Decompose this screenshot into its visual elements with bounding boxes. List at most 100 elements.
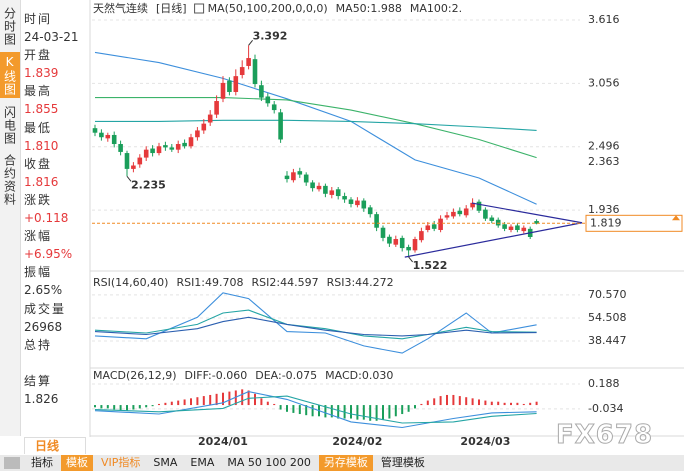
side-tabs: 分时图 K线图闪电图合约资料 xyxy=(0,0,21,436)
candle-body xyxy=(278,112,283,140)
side-tab[interactable]: 闪电图 xyxy=(2,105,17,145)
macd-bar xyxy=(350,405,352,419)
info-label: 总持 xyxy=(24,337,53,352)
macd-bar xyxy=(324,405,327,418)
macd-bar xyxy=(260,398,263,406)
candle-body xyxy=(195,130,200,138)
candle-body xyxy=(419,231,424,241)
toolbar-button[interactable]: EMA xyxy=(190,456,215,469)
candle-body xyxy=(508,226,514,230)
macd-bar xyxy=(522,403,525,406)
macd-bar xyxy=(516,402,519,406)
candle-body xyxy=(489,217,495,221)
candle-body xyxy=(143,149,149,158)
candle-body xyxy=(239,67,245,76)
candle-body xyxy=(105,134,111,139)
macd-bar xyxy=(119,405,122,411)
annotation-pointer xyxy=(408,256,413,263)
macd-bar xyxy=(382,405,384,420)
indicator-line xyxy=(95,97,537,159)
candle-body xyxy=(534,221,539,224)
macd-bar xyxy=(94,405,96,408)
toolbar-button[interactable]: MA 50 100 200 xyxy=(227,456,311,469)
candle-body xyxy=(355,200,360,206)
y-tick-label: 2.496 xyxy=(588,140,620,153)
macd-bar xyxy=(394,405,397,417)
macd-bar xyxy=(286,405,288,412)
candle-body xyxy=(399,237,405,249)
macd-bar xyxy=(132,405,135,410)
candle-body xyxy=(233,76,239,92)
info-value: 24-03-21 xyxy=(24,30,79,45)
toolbar-button[interactable]: 指标 xyxy=(31,456,53,469)
info-label: 开盘 xyxy=(24,48,53,63)
candle-body xyxy=(483,209,488,219)
candle-body xyxy=(323,185,328,194)
candle-body xyxy=(188,137,194,147)
candle-body xyxy=(329,190,335,195)
candle-body xyxy=(374,214,379,228)
candle-body xyxy=(99,132,104,138)
macd-bar xyxy=(369,405,372,421)
candle-body xyxy=(163,145,168,148)
macd-bar xyxy=(433,398,436,406)
period-tab[interactable]: 日线 xyxy=(24,437,86,454)
macd-bar xyxy=(177,400,180,406)
info-value: +0.118 xyxy=(24,211,69,226)
y-tick-label: 70.570 xyxy=(588,288,627,301)
side-tab[interactable]: 合约资料 xyxy=(2,154,17,206)
macd-bar xyxy=(420,403,423,406)
legend-label: MA50:1.988 xyxy=(336,2,402,15)
candle-body xyxy=(220,82,226,99)
y-tick-label: 1.936 xyxy=(588,203,620,216)
ma-marker: 2.363 xyxy=(588,155,620,168)
candle-body xyxy=(284,175,290,180)
info-label: 涨跌 xyxy=(24,192,53,207)
candle-body xyxy=(335,189,341,197)
toolbar-button[interactable]: VIP指标 xyxy=(101,456,141,469)
toolbar-button[interactable]: 模板 xyxy=(61,455,93,471)
macd-bar xyxy=(145,405,148,408)
side-tab[interactable]: 分时图 xyxy=(2,6,17,46)
toolbar-icon[interactable] xyxy=(4,457,20,469)
annotation-pointer xyxy=(126,175,132,182)
macd-bar xyxy=(465,397,468,406)
candle-body xyxy=(271,104,277,111)
trendline xyxy=(471,202,583,224)
candle-body xyxy=(502,224,507,229)
candle-body xyxy=(316,185,322,190)
y-tick-label: 3.616 xyxy=(588,13,620,26)
macd-bar xyxy=(113,405,116,410)
quote-info: 时间 24-03-21 开盘 1.839 最高 1.855 最低 1.810 收盘 1.816 涨跌… xyxy=(24,10,88,408)
macd-bar xyxy=(414,405,416,409)
toolbar-button[interactable]: SMA xyxy=(153,456,178,469)
macd-bar xyxy=(439,396,442,406)
candle-body xyxy=(118,144,123,152)
legend-label: RSI1:49.708 xyxy=(176,276,243,289)
info-label: 涨幅 xyxy=(24,229,53,244)
trendline xyxy=(404,222,583,258)
side-tab[interactable]: K线图 xyxy=(0,52,20,98)
macd-bar xyxy=(151,405,154,407)
candle-body xyxy=(297,171,303,175)
legend-label: DIFF:-0.060 xyxy=(185,369,248,382)
indicator-icon xyxy=(194,3,205,14)
macd-bar xyxy=(535,401,538,406)
candle-body xyxy=(150,148,155,154)
macd-bar xyxy=(215,393,218,406)
macd-bar xyxy=(337,405,340,419)
macd-bar xyxy=(196,397,199,406)
toolbar-button[interactable]: 另存模板 xyxy=(318,455,373,471)
annotation: 3.392 xyxy=(253,29,288,42)
candle-body xyxy=(131,165,136,169)
macd-bar xyxy=(183,399,186,406)
legend-label: RSI2:44.597 xyxy=(252,276,319,289)
candle-body xyxy=(111,134,117,145)
legend-label: RSI(14,60,40) xyxy=(93,276,168,289)
toolbar-button[interactable]: 管理模板 xyxy=(380,456,425,469)
macd-bar xyxy=(401,405,404,415)
macd-bar xyxy=(254,393,256,406)
candle-body xyxy=(303,174,309,183)
info-label: 结算 xyxy=(24,373,53,388)
legend-label: RSI3:44.272 xyxy=(327,276,394,289)
